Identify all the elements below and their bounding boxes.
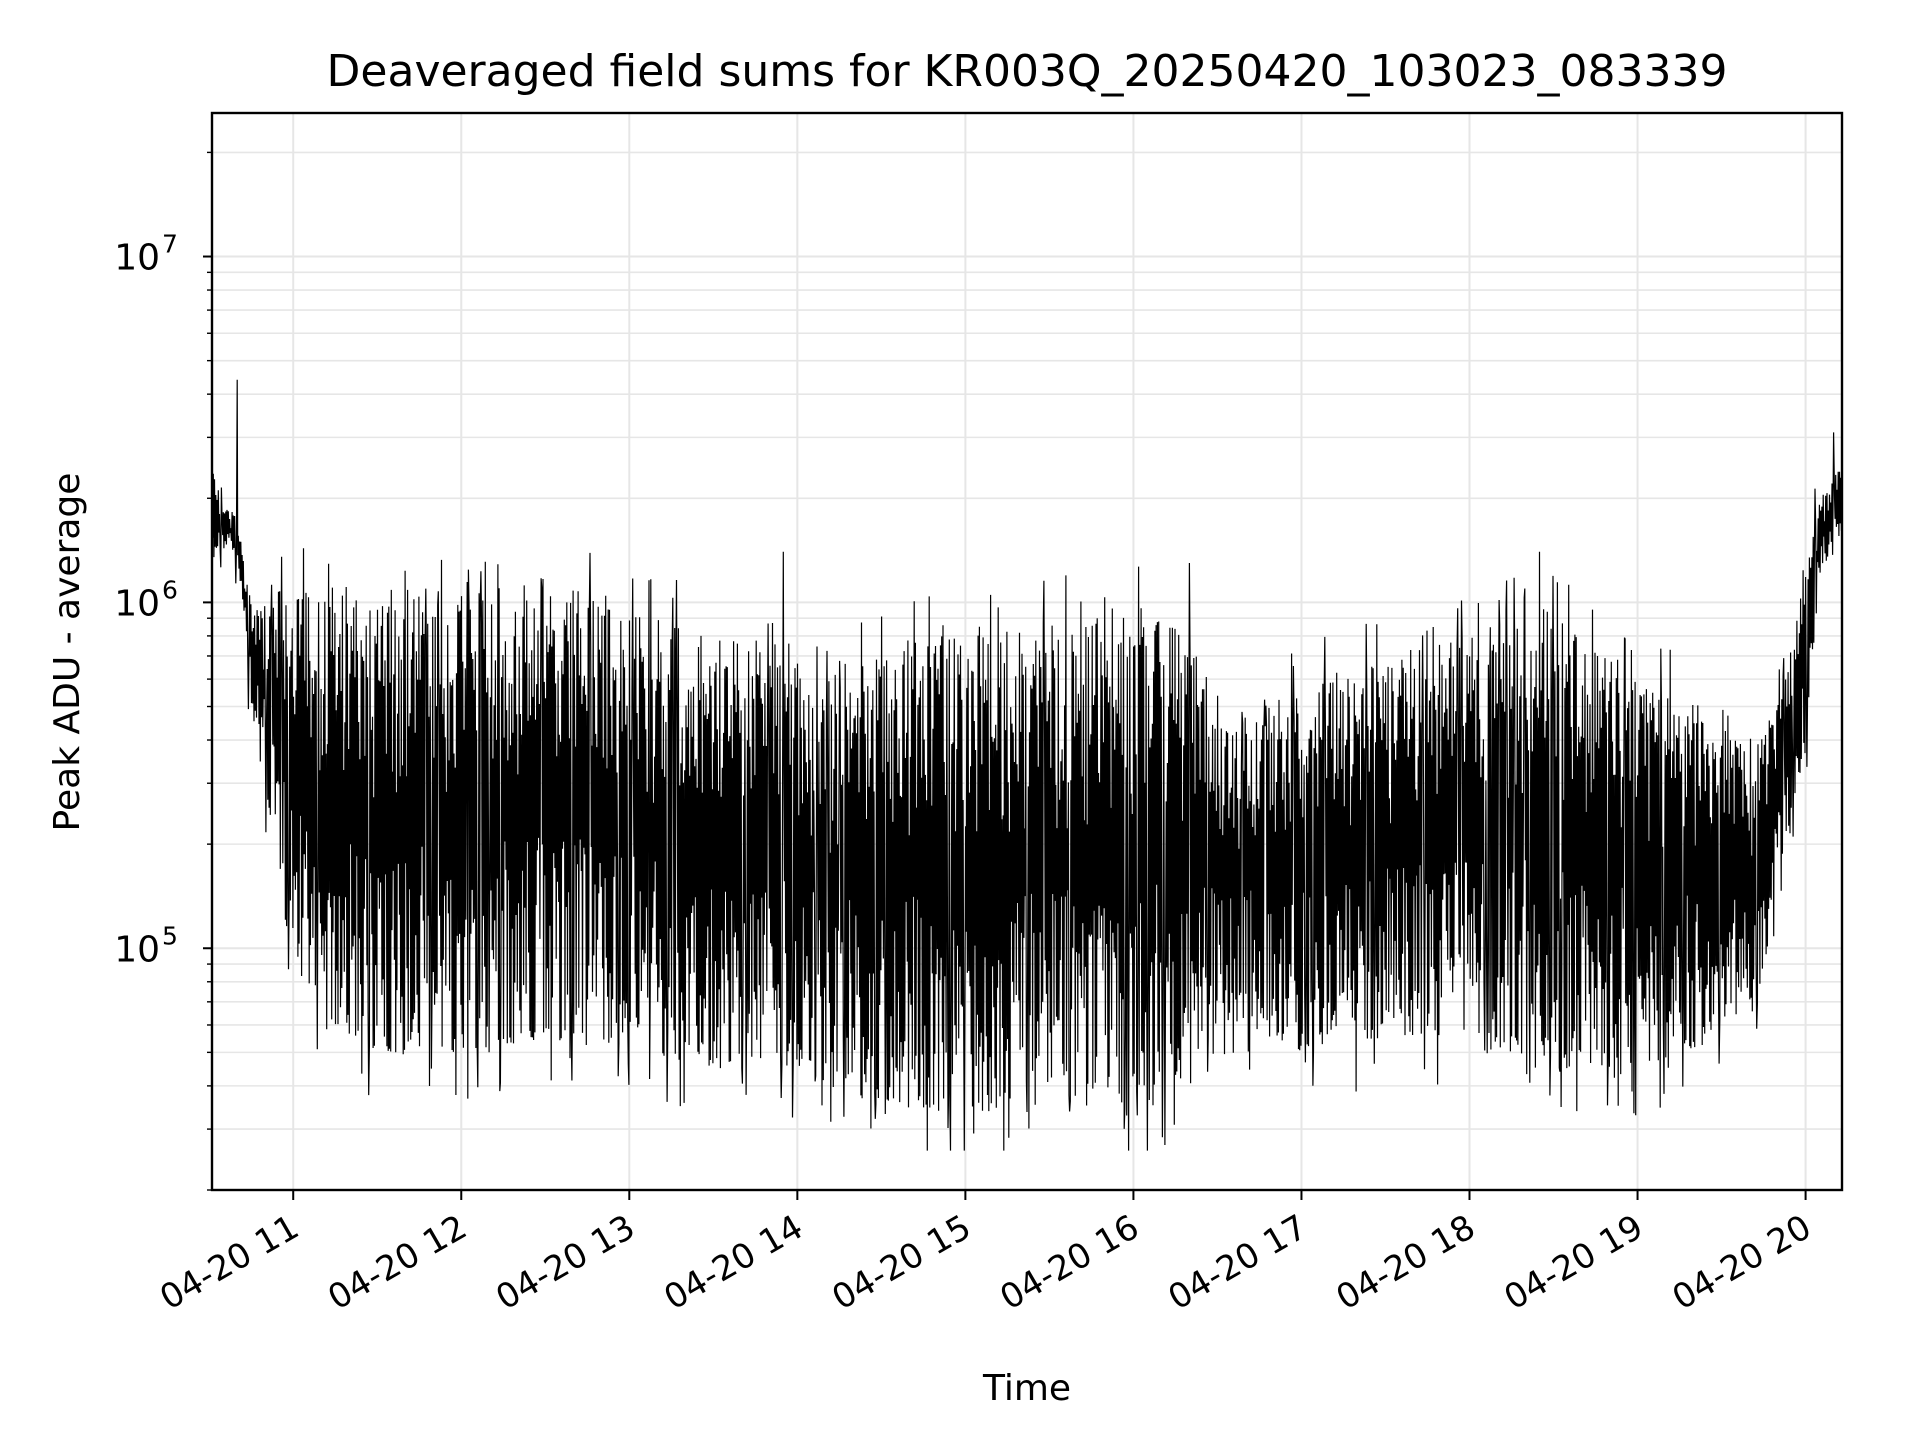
series-line (211, 379, 1843, 1151)
y-tick-label: 10 (114, 583, 160, 624)
y-axis-label: Peak ADU - average (47, 473, 88, 832)
y-tick-exponent: 6 (162, 575, 178, 604)
y-tick-exponent: 5 (162, 921, 178, 950)
plot-area (211, 379, 1843, 1151)
x-axis-label: Time (982, 1368, 1071, 1409)
chart-title: Deaveraged field sums for KR003Q_2025042… (327, 46, 1728, 97)
y-tick-exponent: 7 (162, 230, 178, 259)
y-tick-label: 10 (114, 238, 160, 279)
plot-frame (210, 111, 1844, 1192)
y-tick-label: 10 (114, 929, 160, 970)
